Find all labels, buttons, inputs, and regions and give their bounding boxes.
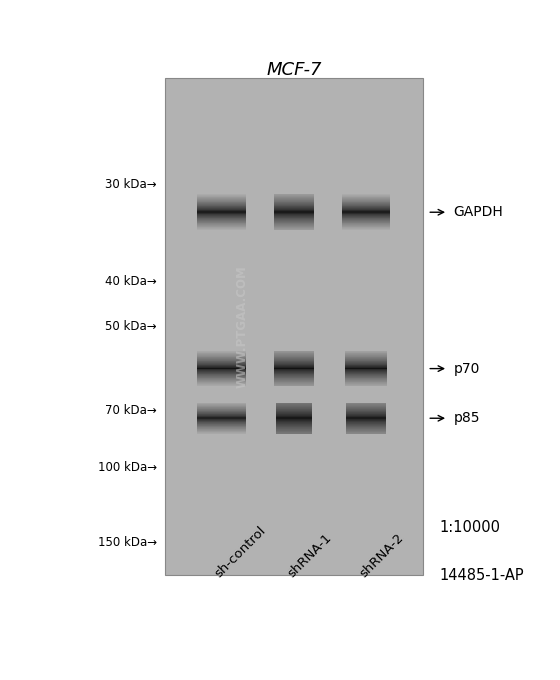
Text: 150 kDa→: 150 kDa→ <box>97 536 157 549</box>
Text: shRNA-2: shRNA-2 <box>357 531 406 580</box>
Text: sh-control: sh-control <box>213 524 269 580</box>
Text: 1:10000: 1:10000 <box>440 520 501 535</box>
Text: p85: p85 <box>454 411 480 425</box>
Text: 70 kDa→: 70 kDa→ <box>105 405 157 418</box>
Text: 100 kDa→: 100 kDa→ <box>97 461 157 475</box>
Text: WWW.PTGAA.COM: WWW.PTGAA.COM <box>236 265 249 388</box>
Text: p70: p70 <box>454 362 480 375</box>
Text: 50 kDa→: 50 kDa→ <box>105 320 157 333</box>
Text: GAPDH: GAPDH <box>454 205 503 219</box>
Text: MCF-7: MCF-7 <box>266 61 322 79</box>
Text: 14485-1-AP: 14485-1-AP <box>440 568 524 583</box>
FancyBboxPatch shape <box>165 78 423 575</box>
Text: 40 kDa→: 40 kDa→ <box>105 275 157 288</box>
Text: shRNA-1: shRNA-1 <box>285 531 334 580</box>
Text: 30 kDa→: 30 kDa→ <box>105 178 157 192</box>
